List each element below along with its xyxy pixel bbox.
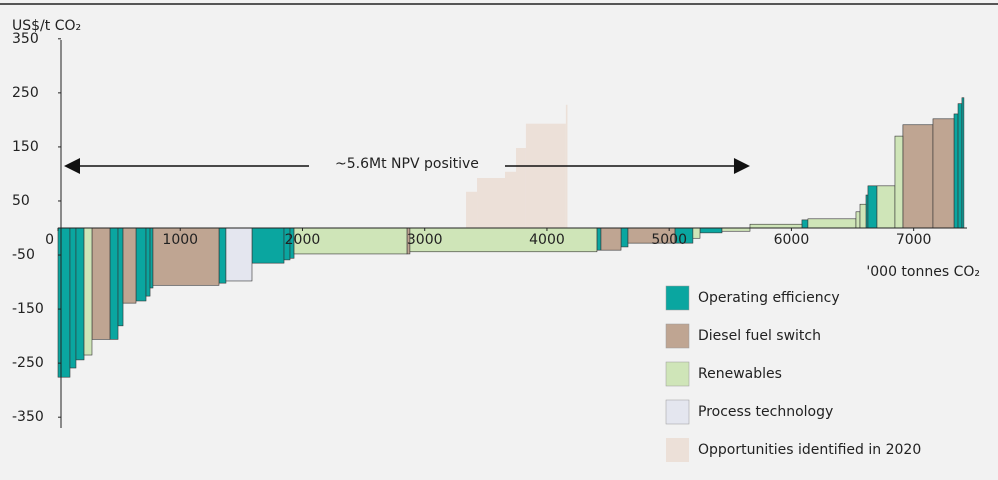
bar <box>749 223 803 229</box>
bar <box>855 211 861 229</box>
bar <box>876 185 896 229</box>
axes: 350 250 150 50 -50 -150 -250 -350 0 1000 2000 3000 4… <box>12 31 967 428</box>
bar <box>859 203 867 229</box>
legend-label: Opportunities identified in 2020 <box>698 442 921 458</box>
bar <box>902 124 934 229</box>
bar <box>149 227 154 289</box>
bar <box>218 227 227 284</box>
bar <box>135 227 147 302</box>
bar <box>525 123 566 228</box>
legend-swatch <box>665 323 690 349</box>
bar <box>83 227 93 356</box>
legend-swatch <box>665 285 690 311</box>
legend-swatch <box>666 438 689 462</box>
legend-label: Process technology <box>698 404 833 420</box>
y-tick-label: -150 <box>12 301 44 317</box>
bar <box>122 227 137 304</box>
bar <box>867 185 878 229</box>
bar <box>807 218 857 229</box>
y-axis-label: US$/t CO₂ <box>12 18 81 34</box>
bar <box>117 227 124 327</box>
bar <box>477 171 517 228</box>
x-tick-label: 6000 <box>774 232 810 248</box>
bar <box>600 227 622 251</box>
x-tick-label: 5000 <box>651 232 687 248</box>
bar <box>91 227 111 340</box>
bar <box>932 118 955 229</box>
arrow-head <box>733 158 750 174</box>
x-tick-label: 0 <box>45 232 54 248</box>
y-tick-label: -250 <box>12 355 44 371</box>
x-tick-label: 7000 <box>896 232 932 248</box>
y-tick-label: 50 <box>12 193 30 209</box>
bar <box>699 227 723 234</box>
bar <box>69 227 77 369</box>
bar <box>225 227 253 282</box>
legend-swatch <box>665 361 690 387</box>
bar <box>109 227 119 340</box>
bar <box>957 103 963 229</box>
legend: Operating efficiency Diesel fuel switch Re… <box>665 285 921 462</box>
x-tick-label: 3000 <box>407 232 443 248</box>
legend-swatch <box>665 399 690 425</box>
bar <box>466 191 478 228</box>
y-tick-label: -350 <box>12 409 44 425</box>
y-tick-label: 150 <box>12 139 39 155</box>
bar <box>953 113 959 229</box>
bar <box>801 219 809 229</box>
bar <box>961 97 965 229</box>
x-tick-label: 2000 <box>285 232 321 248</box>
bar <box>620 227 629 248</box>
bar <box>57 227 71 378</box>
x-axis-label: '000 tonnes CO₂ <box>866 264 980 280</box>
x-tick-label: 4000 <box>529 232 565 248</box>
annotation: ~5.6Mt NPV positive <box>335 156 479 172</box>
y-tick-label: -50 <box>12 247 35 263</box>
bar <box>145 227 151 297</box>
y-tick-label: 250 <box>12 85 39 101</box>
arrow-head <box>64 158 80 174</box>
bar <box>894 135 904 229</box>
bar <box>596 227 602 251</box>
x-tick-label: 1000 <box>162 232 198 248</box>
legend-label: Diesel fuel switch <box>698 328 821 344</box>
y-tick-label: 350 <box>12 31 39 47</box>
bar <box>152 227 220 286</box>
legend-label: Renewables <box>698 366 782 382</box>
bar <box>251 227 285 264</box>
legend-label: Operating efficiency <box>698 290 840 306</box>
bar <box>75 227 85 361</box>
bar <box>516 148 526 228</box>
annotation-bg <box>308 154 505 178</box>
bar <box>692 227 701 239</box>
